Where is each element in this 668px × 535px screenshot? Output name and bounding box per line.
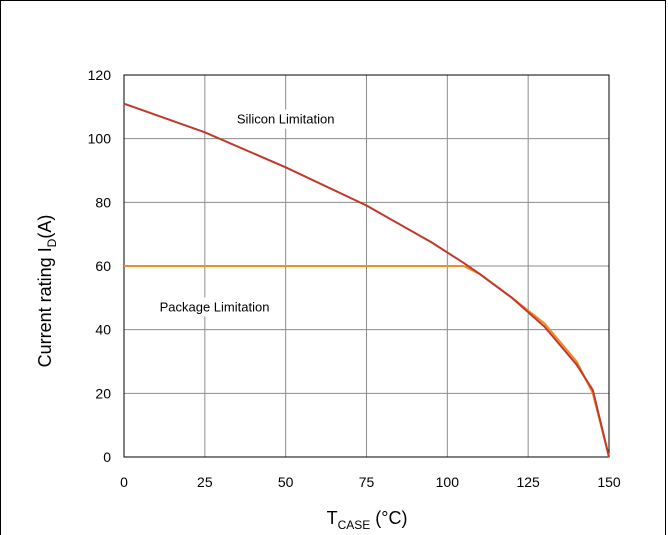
y-tick-label: 20 — [95, 385, 111, 401]
annotation-background — [232, 109, 339, 129]
y-axis-title: Current rating ID(A) — [35, 215, 59, 368]
y-tick-label: 100 — [88, 131, 112, 147]
x-tick-label: 50 — [278, 474, 294, 490]
x-axis-title: TCASE (°C) — [327, 508, 408, 532]
x-tick-label: 75 — [359, 474, 375, 490]
y-tick-label: 80 — [95, 194, 111, 210]
series-line-1 — [124, 265, 610, 458]
x-tick-label: 100 — [436, 474, 460, 490]
y-tick-labels: 0 20 40 60 80 100 120 — [88, 67, 112, 465]
y-tick-label: 40 — [95, 322, 111, 338]
annotation-label: Package Limitation — [160, 299, 270, 314]
y-tick-label: 120 — [88, 67, 112, 83]
series-line-2 — [123, 102, 610, 458]
x-tick-label: 125 — [516, 474, 540, 490]
y-tick-label: 0 — [103, 449, 111, 465]
y-tick-label: 60 — [95, 258, 111, 274]
x-tick-label: 150 — [597, 474, 621, 490]
x-tick-labels: 0 25 50 75 100 125 150 — [120, 474, 621, 490]
annotation-background — [155, 297, 274, 317]
x-tick-label: 25 — [197, 474, 213, 490]
annotation-label: Silicon Limitation — [237, 112, 335, 127]
annotations: Silicon Limitation Package Limitation — [155, 109, 339, 317]
series-group — [123, 102, 610, 458]
x-tick-label: 0 — [120, 474, 128, 490]
